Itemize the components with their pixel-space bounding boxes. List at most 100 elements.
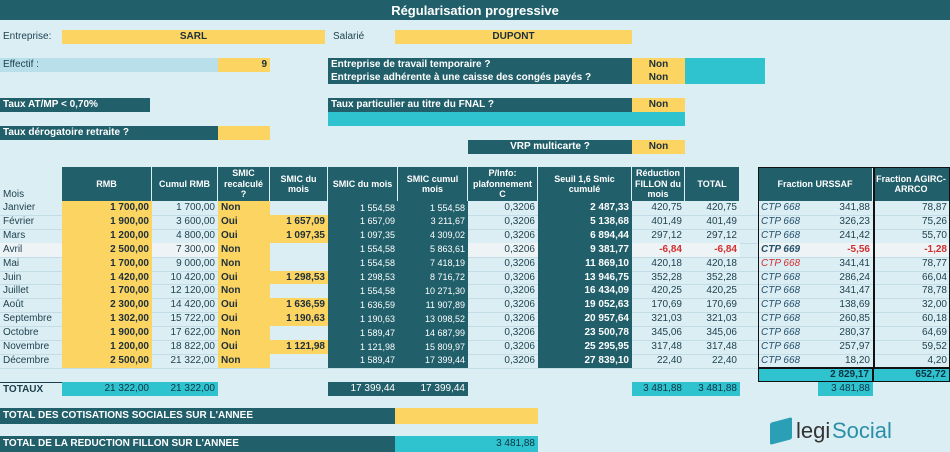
- cell: -6,84: [685, 242, 740, 257]
- row-label: Juin: [3, 271, 22, 283]
- cell: 7 300,00: [152, 242, 218, 257]
- total: 3 481,88: [818, 382, 873, 396]
- total: 21 322,00: [62, 382, 152, 396]
- value: Non: [632, 98, 685, 112]
- cell: CTP 668: [761, 285, 801, 297]
- cell: 1 657,09: [270, 214, 328, 229]
- cell: 341,88: [839, 202, 870, 213]
- cell: 17 399,44: [398, 353, 468, 368]
- label: Effectif :: [0, 58, 218, 72]
- cell: Non: [218, 353, 270, 368]
- cell: 345,06: [651, 327, 682, 339]
- cell: 11 869,10: [538, 256, 632, 271]
- cell: 0,3206: [468, 242, 538, 257]
- cell: 297,12: [706, 229, 737, 241]
- cell: 13 946,75: [538, 270, 632, 285]
- cell: CTP 668: [761, 299, 801, 311]
- cell: 5 138,68: [538, 214, 632, 229]
- cell: 10 420,00: [170, 271, 216, 283]
- cell: 20 957,64: [538, 312, 632, 327]
- value: Non: [632, 140, 685, 154]
- cell: 326,23: [839, 215, 870, 227]
- label: Entreprise adhérente à une caisse des co…: [328, 71, 632, 84]
- row-label: Décembre: [3, 354, 50, 366]
- cell: 0,3206: [504, 313, 535, 325]
- total: 17 399,44: [398, 382, 468, 396]
- cell: 2 500,00: [62, 353, 152, 368]
- row-label: Janvier: [3, 202, 36, 213]
- cell: 1 097,35: [270, 228, 328, 243]
- cell: 7 418,19: [398, 256, 468, 271]
- column-header: RMB: [62, 167, 152, 201]
- cell: 420,25: [651, 285, 682, 297]
- cell: Non: [218, 242, 270, 257]
- label: Taux AT/MP < 0,70%: [0, 98, 150, 112]
- cell: CTP 668: [761, 215, 801, 227]
- box: [395, 408, 538, 424]
- column-header: SMIC du mois: [270, 167, 328, 201]
- cell: 1 420,00: [62, 270, 152, 285]
- cell: 1 636,59: [270, 298, 328, 313]
- cell: 1 554,58: [328, 201, 398, 215]
- value: Non: [632, 58, 685, 71]
- cell: 257,97: [839, 341, 870, 352]
- row-label: Février: [3, 215, 35, 227]
- cell: Oui: [218, 214, 270, 229]
- cell: 14 420,00: [170, 299, 216, 311]
- cell: 352,28: [706, 271, 737, 283]
- cell: 66,04: [921, 271, 947, 283]
- cell: 401,49: [651, 215, 682, 227]
- total: 21 322,00: [152, 382, 218, 396]
- row-line: [0, 340, 950, 341]
- cell: 59,52: [921, 341, 947, 352]
- cell: 0,3206: [504, 215, 535, 227]
- logo: Social: [832, 418, 892, 443]
- total: 2 829,17: [758, 368, 873, 382]
- cell: 0,3206: [504, 229, 535, 241]
- cell: 8 716,72: [398, 270, 468, 285]
- row-line: [0, 284, 950, 285]
- cell: 6 894,44: [538, 228, 632, 243]
- label: VRP multicarte ?: [468, 140, 632, 154]
- logo-icon: [770, 417, 792, 445]
- cell: 15 809,97: [398, 340, 468, 354]
- cell: 420,75: [651, 202, 682, 213]
- cell: 64,69: [921, 327, 947, 339]
- cell: 420,18: [706, 257, 737, 269]
- cell: Non: [218, 326, 270, 341]
- cell: 9 000,00: [176, 257, 215, 269]
- cell: 321,03: [651, 313, 682, 325]
- cell: 341,41: [839, 257, 870, 269]
- row-line: [0, 229, 950, 230]
- column-header: P/Info: plafonnement C: [468, 167, 538, 201]
- label: TOTAL DES COTISATIONS SOCIALES SUR L'ANN…: [0, 408, 395, 424]
- row-line: [0, 368, 950, 369]
- cell: 27 839,10: [538, 353, 632, 368]
- cell: 341,47: [839, 285, 870, 297]
- cell: [270, 256, 328, 271]
- cell: 4,20: [927, 354, 947, 366]
- column-header: Seuil 1,6 Smic cumulé: [538, 167, 632, 201]
- row-label: Avril: [0, 242, 62, 257]
- value: DUPONT: [395, 30, 632, 44]
- cell: 1 200,00: [62, 228, 152, 243]
- cell: 4 309,02: [398, 228, 468, 243]
- cell: 1 554,58: [328, 256, 398, 271]
- cell: 78,87: [921, 202, 947, 213]
- cell: 1 900,00: [62, 214, 152, 229]
- row-label: Octobre: [3, 327, 39, 339]
- cell: 1 121,98: [328, 340, 398, 354]
- cell: 1 589,47: [328, 353, 398, 368]
- cell: 1 554,58: [328, 284, 398, 299]
- value: SARL: [62, 30, 325, 44]
- cell: 1 298,53: [270, 270, 328, 285]
- cell: 317,48: [706, 341, 737, 352]
- cell: CTP 668: [761, 327, 801, 339]
- cell: 1 190,63: [270, 312, 328, 327]
- row-line: [0, 271, 950, 272]
- cell: 1 554,58: [328, 242, 398, 257]
- cell: 352,28: [651, 271, 682, 283]
- row-line: [0, 354, 950, 355]
- column-header: SMIC recalculé ?: [218, 167, 270, 201]
- column-header: Fraction AGIRC-ARRCO: [873, 167, 950, 201]
